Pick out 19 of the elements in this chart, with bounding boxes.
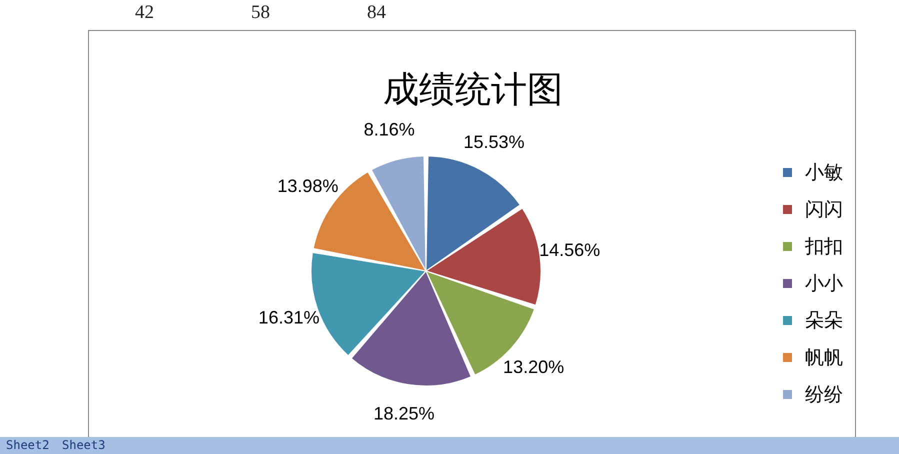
legend-label: 帆帆 (805, 346, 843, 368)
data-label: 14.56% (539, 240, 600, 260)
data-label: 8.16% (364, 120, 415, 140)
data-label: 15.53% (463, 132, 525, 152)
legend-label: 闪闪 (805, 198, 843, 220)
legend-label: 纷纷 (805, 384, 843, 406)
text: 58 (250, 2, 270, 24)
legend-label: 朵朵 (805, 310, 843, 332)
data-label: 13.98% (277, 176, 338, 196)
text: 42 (134, 2, 154, 24)
data-label: 16.31% (258, 307, 320, 328)
legend-label: 小敏 (805, 162, 843, 184)
text: 84 (366, 2, 386, 24)
sheet-tab-bar: Sheet2 Sheet3 (0, 437, 899, 454)
data-label: 18.25% (374, 403, 435, 424)
data-label: 13.20% (503, 357, 564, 378)
legend-label: 小小 (805, 272, 843, 294)
chart-title: 成绩统计图 (383, 70, 563, 111)
legend-label: 扣扣 (804, 236, 843, 258)
